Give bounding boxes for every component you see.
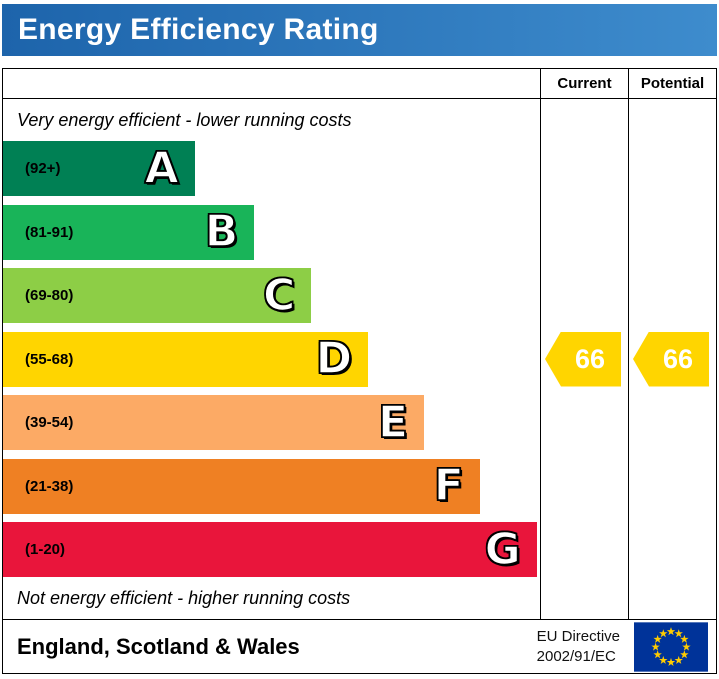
band-bar-c: (69-80) C (3, 268, 312, 323)
band-bar-b: (81-91) B (3, 204, 255, 260)
band-range-label: (55-68) (25, 350, 74, 368)
column-header-spacer (3, 69, 540, 98)
title-bar: Energy Efficiency Rating (2, 4, 717, 56)
current-column: 66 (540, 99, 628, 619)
eu-directive-label: EU Directive 2002/91/EC (537, 627, 620, 666)
band-range-label: (1-20) (25, 541, 66, 558)
epc-page: Energy Efficiency Rating Current Potenti… (0, 4, 719, 679)
page-title: Energy Efficiency Rating (18, 13, 379, 46)
current-rating-arrow: 66 (545, 331, 621, 387)
band-letter: E (377, 396, 409, 448)
band-bar-f: (21-38) F (3, 458, 480, 514)
band-range-label: (21-38) (25, 477, 74, 495)
region-label: England, Scotland & Wales (17, 633, 300, 659)
band-range-label: (92+) (25, 160, 61, 177)
band-row-b: (81-91) B (3, 204, 540, 260)
band-bar-e: (39-54) E (3, 395, 424, 450)
band-row-a: (92+) A (3, 141, 540, 196)
bottom-note: Not energy efficient - higher running co… (17, 587, 351, 608)
band-letter: F (433, 460, 465, 511)
band-range-label: (39-54) (25, 414, 74, 431)
potential-column: 66 (628, 99, 716, 619)
band-letter: G (484, 523, 522, 575)
footer: England, Scotland & Wales EU Directive 2… (3, 619, 716, 673)
column-header-row: Current Potential (3, 69, 716, 99)
current-rating-value: 66 (574, 343, 606, 374)
eu-flag-stars (651, 626, 691, 666)
band-range-label: (81-91) (25, 223, 74, 241)
footer-right: EU Directive 2002/91/EC (537, 621, 708, 672)
top-note: Very energy efficient - lower running co… (17, 109, 352, 130)
chart-body: Very energy efficient - lower running co… (3, 99, 716, 619)
potential-rating-arrow: 66 (633, 331, 709, 387)
band-bar-g: (1-20) G (3, 522, 537, 577)
band-bar-d: (55-68) D (3, 331, 369, 387)
band-letter: D (315, 333, 353, 384)
column-header-current: Current (540, 69, 628, 98)
eu-directive-line2: 2002/91/EC (536, 647, 616, 665)
column-header-potential: Potential (628, 69, 716, 98)
band-row-f: (21-38) F (3, 458, 540, 514)
band-letter: C (262, 269, 296, 321)
band-row-e: (39-54) E (3, 395, 540, 450)
band-row-c: (69-80) C (3, 268, 540, 323)
eu-directive-line1: EU Directive (536, 628, 620, 645)
bands: (92+) A (81-91) B (69-80) C (55-68) D (39-54) E (2… (3, 141, 540, 577)
band-row-g: (1-20) G (3, 522, 540, 577)
band-bar-a: (92+) A (3, 141, 195, 196)
eu-flag (634, 621, 708, 672)
band-letter: B (204, 206, 239, 257)
band-row-d: (55-68) D (3, 331, 540, 387)
potential-rating-value: 66 (662, 343, 694, 374)
rating-chart-frame: Current Potential Very energy efficient … (2, 68, 717, 674)
band-letter: A (144, 142, 180, 194)
bars-column: Very energy efficient - lower running co… (3, 99, 540, 619)
band-range-label: (69-80) (25, 287, 74, 304)
